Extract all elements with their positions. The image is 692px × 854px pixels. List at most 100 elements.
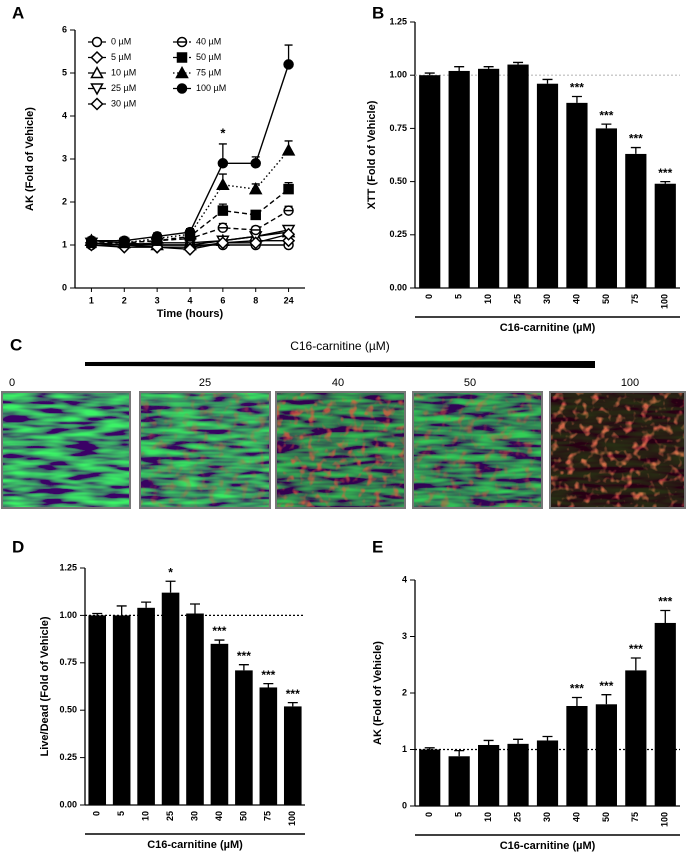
bar [137, 607, 155, 805]
bar [507, 64, 529, 288]
y-tick-label: 0.75 [59, 657, 77, 667]
significance: *** [570, 81, 584, 95]
x-tick-label: 40 [214, 811, 224, 821]
legend-label: 50 µM [196, 52, 221, 62]
significance: *** [599, 108, 613, 122]
marker [216, 236, 230, 250]
x-tick-label: 100 [660, 812, 670, 827]
x-tick-label: 3 [155, 295, 160, 305]
error-bar [92, 612, 103, 616]
x-tick-label: 4 [187, 295, 192, 305]
micrograph [139, 391, 271, 509]
x-tick-label: 75 [263, 811, 273, 821]
bar [186, 613, 204, 805]
panel-label: B [372, 3, 384, 22]
bar [210, 643, 229, 805]
x-tick-label: 75 [630, 294, 640, 304]
y-axis-label: AK (Fold of Vehicle) [372, 641, 384, 745]
concentration-label: 40 [332, 377, 344, 389]
error-bar [454, 66, 465, 71]
bar [566, 102, 588, 288]
y-tick-label: 5 [62, 67, 67, 77]
error-bar [513, 61, 524, 65]
chart: A 0 1 2 3 4 5 6 AK (Fold of Vehicle) 1 2 3 4 6 8 24 Time… [12, 3, 305, 320]
y-tick-label: 0.25 [59, 752, 77, 762]
panel-label: E [372, 537, 383, 556]
x-axis-label: C16-carnitine (µM) [500, 840, 596, 852]
y-tick-label: 1.00 [59, 610, 77, 620]
x-tick-label: 10 [483, 812, 493, 822]
legend-label: 100 µM [196, 83, 226, 93]
y-tick-label: 4 [402, 574, 407, 584]
bar [654, 183, 676, 288]
chart: D 0.00 0.25 0.50 0.75 1.00 1.25 Live/Dead (Fold… [12, 537, 305, 851]
bar [566, 705, 588, 806]
x-axis-label: Time (hours) [157, 308, 224, 320]
legend-label: 25 µM [111, 83, 136, 93]
significance: *** [286, 687, 300, 701]
significance: *** [658, 595, 672, 609]
x-tick-label: 75 [630, 812, 640, 822]
y-tick-label: 0.00 [389, 282, 407, 292]
x-tick-label: 100 [287, 811, 297, 826]
y-tick-label: 1.25 [59, 562, 77, 572]
chart: B 0.00 0.25 0.50 0.75 1.00 1.25 XTT (Fold of Ve… [366, 3, 680, 334]
x-tick-label: 100 [660, 294, 670, 309]
concentration-label: 25 [199, 377, 211, 389]
y-tick-label: 1.25 [389, 16, 407, 26]
error-bar [571, 95, 582, 103]
error-bar [513, 738, 524, 744]
x-tick-label: 40 [571, 812, 581, 822]
bar [88, 615, 107, 805]
marker [248, 182, 263, 195]
error-bar [214, 639, 225, 644]
bar [654, 622, 676, 806]
marker [86, 235, 97, 246]
marker [282, 227, 296, 241]
bar [595, 128, 617, 288]
x-tick-label: 30 [542, 812, 552, 822]
error-bar [141, 601, 152, 608]
y-tick-label: 0.50 [59, 705, 77, 715]
chart: E 0 1 2 3 4 AK (Fold of Vehicle) 0 5 10 25 30 *** 40 *… [372, 537, 680, 852]
error-bar [542, 735, 553, 741]
legend-label: 75 µM [196, 67, 221, 77]
x-tick-label: 0 [424, 812, 434, 817]
x-tick-label: 25 [512, 812, 522, 822]
micrograph [1, 391, 131, 509]
treatment-label: C16-carnitine (µM) [290, 339, 390, 353]
bar [259, 687, 278, 805]
bar [448, 70, 470, 288]
legend-label: 10 µM [111, 67, 136, 77]
bar [478, 744, 500, 806]
panel-c: C C16-carnitine (µM) 0 25 40 50 100 [1, 335, 686, 509]
marker [283, 183, 294, 195]
bar [595, 704, 617, 806]
marker [91, 36, 103, 48]
error-bar [424, 747, 435, 750]
y-axis-label: Live/Dead (Fold of Vehicle) [39, 616, 51, 756]
y-tick-label: 3 [402, 631, 407, 641]
marker [250, 158, 261, 169]
x-tick-label: 10 [483, 294, 493, 304]
x-tick-label: 8 [253, 295, 258, 305]
y-tick-label: 0 [62, 282, 67, 292]
x-tick-label: 50 [238, 811, 248, 821]
error-bar [571, 696, 582, 706]
marker [90, 83, 104, 96]
significance: *** [261, 668, 275, 682]
error-bar [660, 180, 671, 184]
y-tick-label: 1 [62, 239, 67, 249]
x-tick-label: 2 [122, 295, 127, 305]
bar [235, 670, 253, 805]
marker [216, 177, 230, 191]
marker [183, 242, 197, 256]
y-tick-label: 4 [62, 110, 67, 120]
significance: *** [658, 166, 672, 180]
significance: *** [599, 679, 613, 693]
y-axis-label: AK (Fold of Vehicle) [24, 107, 36, 211]
error-bar [454, 749, 465, 757]
legend-label: 40 µM [196, 36, 221, 46]
marker [176, 52, 188, 63]
